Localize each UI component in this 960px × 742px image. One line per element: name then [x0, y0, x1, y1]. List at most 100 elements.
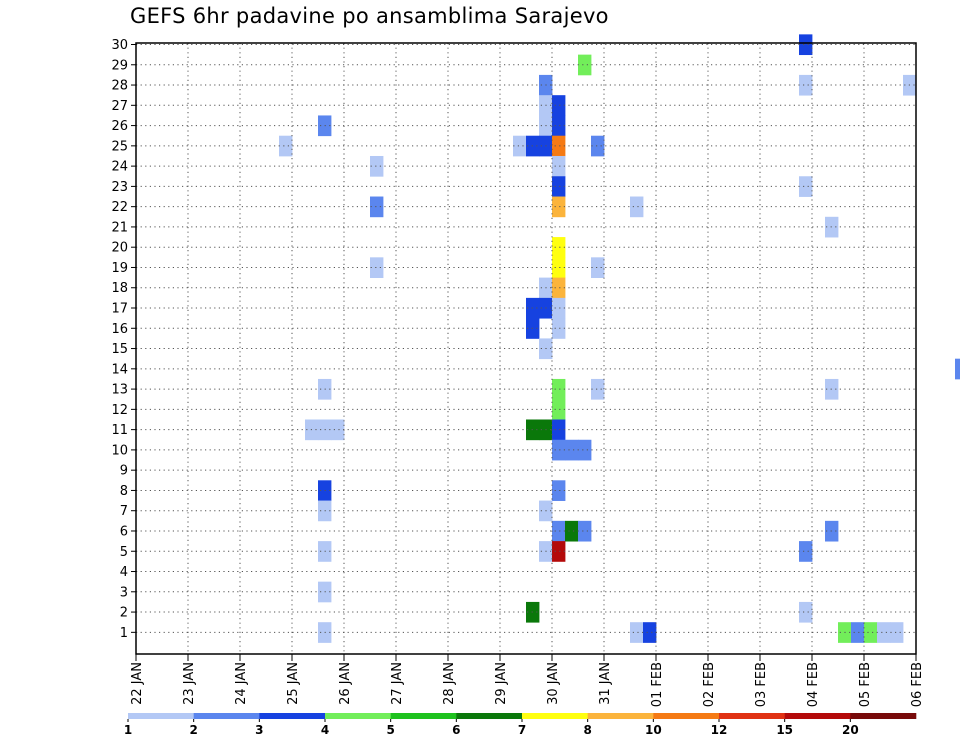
heatmap-cell [565, 520, 579, 542]
colorbar-label: 7 [518, 723, 526, 737]
heatmap-cell [643, 622, 657, 643]
y-tick-label: 29 [111, 58, 128, 73]
y-tick-label: 18 [111, 281, 128, 296]
heatmap-cell [799, 74, 813, 96]
heatmap-cell [552, 439, 566, 461]
heatmap-cell [552, 297, 566, 319]
y-tick-label: 16 [111, 322, 128, 337]
y-tick-label: 8 [120, 484, 128, 499]
heatmap-cell [552, 115, 566, 137]
heatmap-cell [578, 520, 592, 542]
y-tick-label: 3 [120, 585, 128, 600]
x-tick-label: 04 FEB [806, 662, 821, 707]
heatmap-cell [630, 196, 644, 218]
x-tick-label: 30 JAN [546, 662, 561, 705]
x-tick-label: 27 JAN [390, 662, 405, 705]
y-tick-label: 5 [120, 545, 128, 560]
heatmap-cell [370, 257, 384, 279]
y-tick-label: 28 [111, 79, 128, 94]
colorbar-label: 15 [776, 723, 793, 737]
heatmap-cell [565, 439, 579, 461]
heatmap-cell [591, 135, 605, 157]
y-tick-label: 19 [111, 261, 128, 276]
y-tick-label: 4 [120, 565, 128, 580]
x-tick-label: 31 JAN [598, 662, 613, 705]
x-tick-label: 25 JAN [286, 662, 301, 705]
colorbar-label: 1 [124, 723, 132, 737]
y-tick-label: 26 [111, 119, 128, 134]
heatmap-cell [370, 155, 384, 177]
heatmap-cell [591, 378, 605, 400]
colorbar-label: 5 [386, 723, 394, 737]
colorbar-segment [456, 713, 523, 719]
y-tick-label: 2 [120, 606, 128, 621]
colorbar-label: 2 [189, 723, 197, 737]
colorbar-segment [390, 713, 457, 719]
x-tick-label: 22 JAN [130, 662, 145, 705]
y-tick-label: 25 [111, 139, 128, 154]
heatmap-cell [851, 622, 865, 643]
colorbar-label: 4 [321, 723, 329, 737]
y-tick-label: 7 [120, 504, 128, 519]
x-tick-label: 05 FEB [858, 662, 873, 707]
colorbar-label: 12 [711, 723, 728, 737]
y-tick-label: 21 [111, 220, 128, 235]
colorbar-label: 8 [583, 723, 591, 737]
heatmap-cell [552, 196, 566, 218]
heatmap-cell [513, 135, 527, 157]
colorbar-segment [653, 713, 720, 719]
heatmap-cell [370, 196, 384, 218]
colorbar-segment [587, 713, 654, 719]
x-tick-label: 03 FEB [754, 662, 769, 707]
y-tick-label: 9 [120, 464, 128, 479]
y-tick-label: 20 [111, 241, 128, 256]
y-tick-label: 15 [111, 342, 128, 357]
heatmap-cell [552, 399, 566, 420]
y-axis: 1234567891011121314151617181920212223242… [111, 38, 136, 641]
y-tick-label: 6 [120, 524, 128, 539]
heatmap-cell [864, 622, 878, 643]
heatmap-cell [591, 257, 605, 279]
colorbar-label: 3 [255, 723, 263, 737]
heatmap-cell [552, 378, 566, 400]
y-tick-label: 11 [111, 423, 128, 438]
colorbar: 1 2 3 4 5 6 7 8 10 12 15 20 [124, 713, 917, 737]
heatmap-cell [552, 237, 566, 258]
colorbar-label: 10 [645, 723, 662, 737]
x-tick-label: 26 JAN [338, 662, 353, 705]
colorbar-segment [784, 713, 851, 719]
y-tick-label: 1 [120, 626, 128, 641]
y-tick-label: 22 [111, 200, 128, 215]
heatmap-cell [552, 480, 566, 501]
y-tick-label: 12 [111, 403, 128, 418]
y-tick-label: 23 [111, 180, 128, 195]
x-tick-label: 28 JAN [442, 662, 457, 705]
y-tick-label: 10 [111, 443, 128, 458]
grid [136, 43, 916, 654]
x-tick-label: 24 JAN [234, 662, 249, 705]
heatmap-cell [552, 520, 566, 542]
colorbar-segment [325, 713, 391, 719]
heatmap-cells [279, 34, 960, 643]
heatmap-cell [877, 622, 891, 643]
heatmap-cell [799, 176, 813, 197]
heatmap-cell [552, 257, 566, 279]
chart-title: GEFS 6hr padavine po ansamblima Sarajevo [130, 4, 609, 28]
heatmap-cell [552, 318, 566, 339]
y-tick-label: 27 [111, 99, 128, 114]
heatmap-cell [799, 34, 813, 56]
colorbar-segment [522, 713, 588, 719]
y-tick-label: 30 [111, 38, 128, 53]
colorbar-segment [259, 713, 326, 719]
x-axis: 22 JAN 23 JAN 24 JAN 25 JAN 26 JAN 27 JAN 28 J… [130, 654, 925, 707]
x-tick-label: 29 JAN [494, 662, 509, 705]
heatmap-cell [955, 358, 960, 380]
x-tick-label: 23 JAN [182, 662, 197, 705]
heatmap-cell [552, 155, 566, 177]
heatmap-cell [552, 277, 566, 299]
heatmap-cell [630, 622, 644, 643]
x-tick-label: 02 FEB [702, 662, 717, 707]
colorbar-segment [719, 713, 785, 719]
colorbar-segment [850, 713, 917, 719]
